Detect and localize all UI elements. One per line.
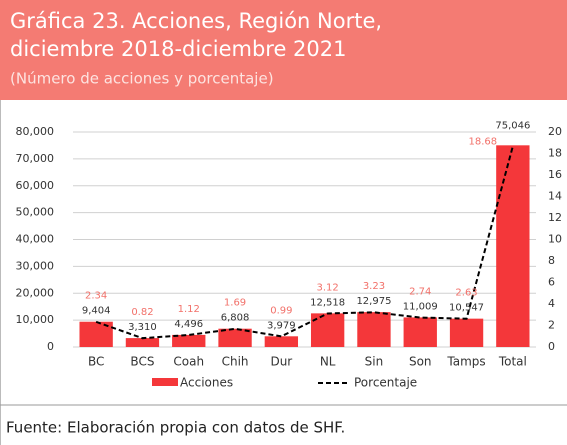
bar-value-label: 9,404 (82, 306, 111, 317)
legend-label: Acciones (180, 376, 233, 390)
bar (218, 328, 252, 347)
line-value-label: 0.99 (270, 305, 292, 316)
bar (403, 317, 437, 347)
bar (496, 145, 530, 347)
y2-tick-label: 4 (548, 297, 555, 310)
x-tick-label: Total (498, 355, 527, 369)
x-tick-label: Son (409, 355, 432, 369)
y2-tick-label: 14 (548, 190, 562, 203)
bar-value-label: 10,547 (449, 303, 484, 314)
y-tick-label: 80,000 (16, 125, 55, 138)
y2-tick-label: 8 (548, 254, 555, 267)
y2-tick-label: 20 (548, 125, 562, 138)
source: Fuente: Elaboración propia con datos de … (6, 419, 345, 437)
x-tick-label: BC (88, 355, 104, 369)
bar-value-label: 11,009 (403, 301, 438, 312)
y2-tick-label: 10 (548, 233, 562, 246)
legend-swatch (152, 378, 178, 386)
y-tick-label: 50,000 (16, 206, 55, 219)
bar-value-label: 75,046 (495, 120, 530, 131)
y2-tick-label: 2 (548, 319, 555, 332)
x-tick-label: Tamps (446, 355, 485, 369)
y-tick-label: 20,000 (16, 286, 55, 299)
bar (449, 318, 484, 347)
header-band (0, 0, 567, 100)
x-tick-label: BCS (130, 355, 154, 369)
y2-tick-label: 0 (548, 340, 555, 353)
y2-tick-label: 16 (548, 168, 562, 181)
y-tick-label: 30,000 (16, 259, 55, 272)
bar-value-label: 3,310 (128, 322, 157, 333)
y-tick-label: 10,000 (16, 313, 55, 326)
y-tick-label: 0 (47, 340, 54, 353)
line-value-label: 2.34 (85, 291, 107, 302)
y2-tick-label: 6 (548, 276, 555, 289)
line-value-label: 1.69 (224, 298, 246, 309)
x-tick-label: Chih (222, 355, 249, 369)
line-value-label: 1.12 (178, 304, 200, 315)
line-value-label: 3.12 (317, 282, 339, 293)
title: Gráfica 23. Acciones, Región Norte, (10, 9, 382, 33)
x-tick-label: Sin (365, 355, 384, 369)
subtitle: (Número de acciones y porcentaje) (10, 70, 274, 88)
bar (264, 336, 299, 347)
y-tick-label: 70,000 (16, 152, 55, 165)
bar-value-label: 3,979 (267, 320, 296, 331)
bar (357, 312, 391, 347)
x-tick-label: NL (320, 355, 336, 369)
line-value-label: 0.82 (131, 307, 153, 318)
line-value-label: 3.23 (363, 281, 385, 292)
title: diciembre 2018-diciembre 2021 (10, 37, 347, 61)
x-tick-label: Coah (173, 355, 204, 369)
line (95, 145, 514, 340)
bar (125, 338, 160, 347)
bar-value-label: 4,496 (174, 319, 203, 330)
line-value-label: 2.63 (455, 288, 477, 299)
bar (172, 334, 206, 347)
line-value-label: 2.74 (409, 286, 431, 297)
y2-tick-label: 18 (548, 147, 562, 160)
y-tick-label: 60,000 (16, 179, 55, 192)
bar-value-label: 6,808 (221, 313, 250, 324)
y-tick-label: 40,000 (16, 233, 55, 246)
legend-label: Porcentaje (354, 376, 417, 390)
y2-tick-label: 12 (548, 211, 562, 224)
bar-value-label: 12,975 (356, 296, 391, 307)
x-tick-label: Dur (270, 355, 292, 369)
line-value-label: 18.68 (469, 136, 498, 147)
bar-value-label: 12,518 (310, 297, 345, 308)
